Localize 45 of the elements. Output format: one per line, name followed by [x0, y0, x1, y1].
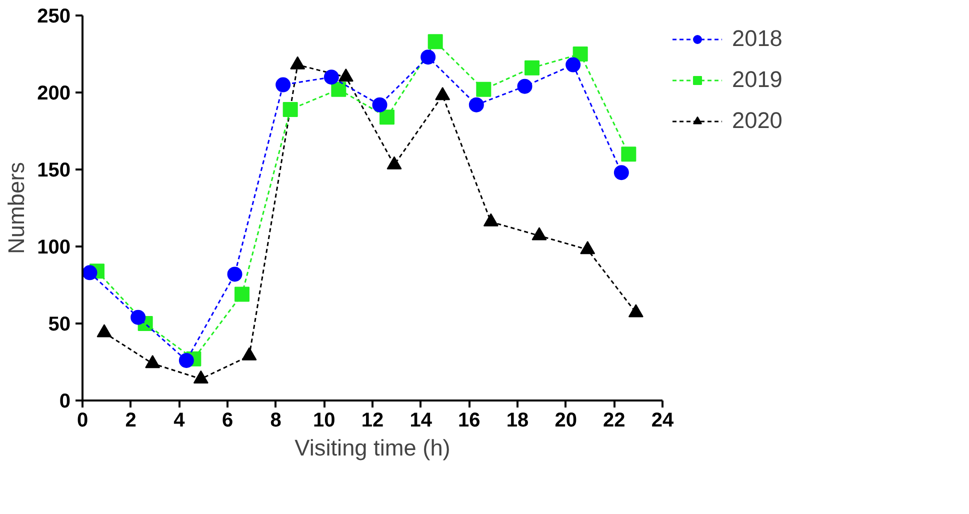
legend-label: 2018: [732, 25, 782, 52]
point: [82, 265, 98, 280]
point: [282, 102, 298, 117]
x-tick-label: 8: [270, 410, 282, 432]
x-tick-label: 22: [603, 410, 626, 432]
point: [324, 70, 339, 85]
point: [372, 97, 388, 112]
y-tick-label: 150: [37, 160, 71, 182]
y-tick-label: 100: [37, 236, 71, 258]
x-tick-label: 18: [506, 410, 529, 432]
x-axis-title: Visiting time (h): [294, 434, 450, 460]
legend-label: 2019: [732, 66, 782, 93]
point: [331, 82, 346, 97]
point: [380, 110, 394, 125]
point: [130, 310, 146, 325]
point: [517, 78, 532, 94]
point: [524, 60, 540, 76]
y-tick-label: 250: [37, 6, 71, 28]
y-tick-label: 200: [37, 82, 71, 104]
x-tick-label: 24: [651, 410, 674, 432]
x-tick-label: 2: [125, 410, 136, 432]
x-tick-label: 20: [554, 410, 577, 432]
point: [468, 97, 484, 112]
point: [227, 266, 242, 282]
x-tick-label: 6: [222, 410, 234, 432]
y-tick-label: 0: [59, 390, 70, 412]
point: [476, 82, 492, 97]
x-tick-label: 14: [410, 410, 433, 432]
x-tick-label: 0: [76, 410, 88, 432]
point: [178, 352, 194, 368]
point: [276, 77, 291, 92]
x-tick-label: 16: [458, 410, 480, 432]
y-tick-label: 50: [48, 314, 71, 336]
x-tick-label: 12: [361, 410, 384, 432]
x-tick-label: 10: [313, 410, 336, 432]
point: [572, 46, 588, 62]
y-axis-title: Numbers: [3, 162, 30, 254]
x-tick-label: 4: [174, 410, 186, 432]
point: [566, 57, 581, 72]
legend-label: 2020: [732, 107, 782, 134]
point: [428, 34, 443, 50]
point: [234, 286, 250, 302]
point: [614, 165, 629, 180]
point: [621, 146, 636, 162]
point: [420, 50, 436, 65]
